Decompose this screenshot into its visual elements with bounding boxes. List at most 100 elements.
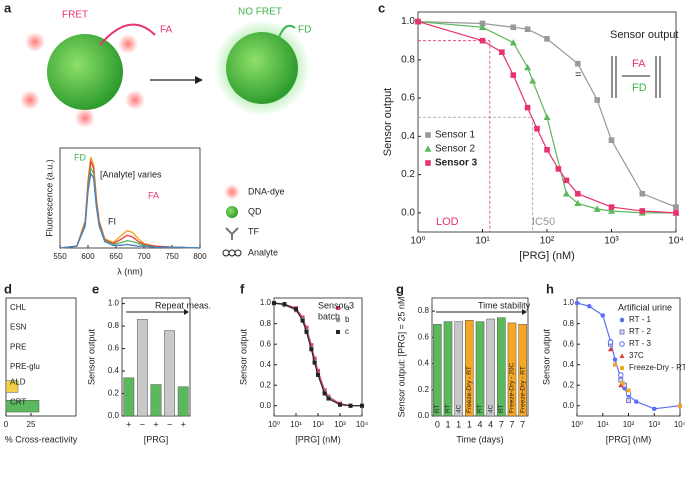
- x-tick-label: 10²: [623, 420, 635, 429]
- legend-title: Artificial urine: [618, 302, 672, 312]
- annotation: FI: [108, 216, 116, 226]
- marker: [678, 403, 682, 408]
- legend-text: TF: [248, 226, 259, 236]
- bar-label: RT: [477, 404, 484, 413]
- x-tick-label: 10²: [312, 420, 324, 429]
- marker: [534, 125, 540, 132]
- y-axis-label: Sensor output: [382, 88, 394, 157]
- legend-label: 37C: [629, 351, 644, 360]
- panel-label: e: [92, 281, 99, 296]
- annotation-arrow-head: [184, 309, 189, 315]
- legend-marker: [335, 317, 341, 323]
- marker: [594, 97, 600, 103]
- marker: [608, 204, 615, 210]
- dye-glow: [25, 32, 45, 52]
- marker: [626, 388, 631, 393]
- marker: [673, 210, 679, 216]
- marker: [499, 49, 505, 55]
- bar-label: 4C: [455, 404, 462, 413]
- bar: [433, 323, 442, 417]
- bar: [465, 320, 474, 417]
- marker: [524, 26, 531, 33]
- series-line: [417, 21, 676, 214]
- marker: [639, 208, 646, 214]
- x-tick-label: 10³: [648, 420, 660, 429]
- bar: [518, 323, 527, 417]
- legend-label: RT - 2: [629, 327, 651, 336]
- plot-frame: [59, 147, 201, 249]
- y-tick-label: 1.0: [260, 298, 272, 307]
- marker: [304, 329, 309, 334]
- quantum-dot: [47, 34, 123, 110]
- marker: [673, 204, 679, 210]
- marker: [300, 318, 305, 323]
- bar: [136, 319, 148, 417]
- x-tick-label: 10⁰: [571, 420, 583, 429]
- y-tick-label: 0.4: [260, 360, 272, 369]
- bar: [5, 400, 40, 413]
- x-axis-label: [PRG] (nM): [295, 434, 341, 444]
- y-tick-label: 0.0: [108, 411, 120, 420]
- x-tick-label: 10¹: [597, 420, 609, 429]
- marker: [544, 146, 550, 153]
- annotation: FA: [148, 190, 159, 200]
- annotation: batch: [318, 311, 340, 321]
- quantum-dot: [226, 32, 298, 104]
- marker: [322, 391, 327, 396]
- x-tick-label: 800: [193, 252, 207, 261]
- legend-label: b: [345, 315, 350, 324]
- y-tick-label: 0.8: [260, 319, 272, 328]
- annotation: Time stability: [478, 300, 531, 310]
- bar: [497, 317, 506, 417]
- bar: [454, 321, 463, 417]
- panel-label: d: [4, 281, 12, 296]
- y-tick-label: 0.0: [260, 401, 272, 410]
- legend-marker: [620, 366, 624, 370]
- panel-label: h: [546, 281, 554, 296]
- arrow-head: [195, 76, 203, 84]
- legend-icon: [226, 206, 238, 218]
- y-tick-label: 0.2: [260, 380, 272, 389]
- x-tick-label: 1: [467, 419, 472, 429]
- marker: [562, 190, 570, 197]
- legend-label: RT - 3: [629, 339, 651, 348]
- x-axis-label: Time (days): [456, 434, 503, 444]
- annotation: Sensor 3: [318, 300, 354, 310]
- marker: [608, 346, 614, 352]
- legend-label: RT - 1: [629, 315, 651, 324]
- legend-marker: [336, 306, 340, 310]
- marker: [348, 403, 353, 408]
- annotation: =: [575, 69, 581, 81]
- legend-marker: [424, 145, 432, 152]
- bar: [177, 386, 189, 417]
- y-tick-label: 0.8: [108, 321, 120, 330]
- x-tick-label: 550: [53, 252, 67, 261]
- y-axis-label: Sensor output: [86, 328, 96, 385]
- annotation: Repeat meas.: [155, 300, 211, 310]
- x-tick-label: 10²: [540, 236, 555, 247]
- dye-glow: [125, 90, 145, 110]
- marker: [282, 302, 287, 307]
- marker: [326, 396, 331, 401]
- y-tick-label: 0.8: [401, 54, 415, 65]
- legend-icon: [224, 184, 240, 200]
- annotation-arrow-head: [522, 309, 527, 315]
- panel-label: a: [4, 0, 12, 15]
- marker: [510, 24, 517, 31]
- legend-icon: [222, 249, 242, 257]
- y-tick-label: 1.0: [563, 298, 575, 307]
- bar: [150, 384, 162, 417]
- x-tick-label: 25: [27, 420, 36, 429]
- x-tick-label: 10⁰: [410, 236, 425, 247]
- marker: [574, 199, 582, 207]
- marker: [652, 406, 657, 412]
- y-tick-label: 1.0: [401, 16, 415, 27]
- bar: [475, 321, 485, 417]
- marker: [309, 343, 314, 348]
- x-tick-label: 10³: [334, 420, 346, 429]
- marker: [544, 35, 550, 42]
- bar-label: Freeze-Dry - 20C: [509, 362, 516, 413]
- plot-frame: [417, 11, 677, 233]
- y-tick-label: 0.6: [108, 344, 120, 353]
- legend-text: Analyte: [248, 247, 278, 257]
